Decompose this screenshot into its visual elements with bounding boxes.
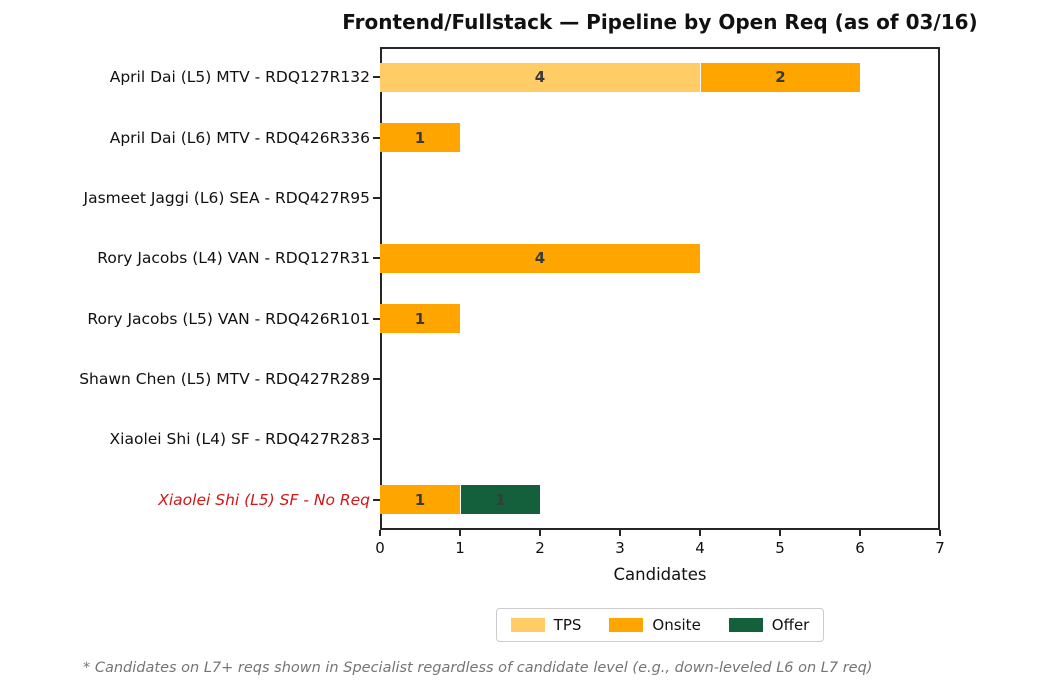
y-axis-tick [373, 136, 380, 139]
x-axis-tick [619, 530, 621, 536]
bar-value-label: 4 [534, 249, 546, 268]
y-axis-tick [373, 317, 380, 320]
bar-value-label: 1 [414, 490, 426, 509]
y-axis-tick [373, 257, 380, 260]
chart-title: Frontend/Fullstack — Pipeline by Open Re… [342, 10, 978, 34]
y-axis-tick [373, 438, 380, 441]
bar-segment-onsite: 1 [380, 123, 460, 153]
y-axis-label: Shawn Chen (L5) MTV - RDQ427R289 [79, 370, 370, 389]
y-axis-tick [373, 378, 380, 381]
y-axis-label: Jasmeet Jaggi (L6) SEA - RDQ427R95 [83, 188, 371, 207]
x-axis-tick-label: 1 [455, 539, 465, 557]
legend-swatch-offer [728, 618, 763, 632]
legend: TPS Onsite Offer [380, 608, 940, 642]
plot-area [380, 47, 940, 530]
bar-segment-onsite: 2 [700, 62, 860, 92]
y-axis-label: Rory Jacobs (L5) VAN - RDQ426R101 [87, 309, 370, 328]
bar-segment-onsite: 1 [380, 304, 460, 334]
x-axis-tick [459, 530, 461, 536]
legend-label: Onsite [652, 616, 701, 634]
bar-segment-offer: 1 [460, 485, 540, 515]
legend-box: TPS Onsite Offer [495, 608, 825, 642]
legend-item-offer: Offer [728, 616, 810, 634]
bar-value-label: 4 [534, 68, 546, 87]
legend-label: Offer [771, 616, 810, 634]
x-axis-tick [939, 530, 941, 536]
x-axis-tick [699, 530, 701, 536]
x-axis-tick [379, 530, 381, 536]
y-axis-tick [373, 76, 380, 79]
bar-value-label: 1 [414, 309, 426, 328]
legend-swatch-tps [510, 618, 545, 632]
y-axis-label: April Dai (L5) MTV - RDQ127R132 [109, 68, 370, 87]
bar-value-label: 2 [775, 68, 786, 87]
legend-item-tps: TPS [510, 616, 582, 634]
bar-segment-onsite: 4 [380, 243, 700, 273]
x-axis-tick [539, 530, 541, 536]
x-axis-tick-label: 4 [695, 539, 705, 557]
x-axis-label: Candidates [613, 565, 707, 584]
x-axis-tick-label: 6 [855, 539, 865, 557]
y-axis-label: Xiaolei Shi (L5) SF - No Req [158, 490, 370, 509]
y-axis-tick [373, 196, 380, 199]
y-axis-label: Rory Jacobs (L4) VAN - RDQ127R31 [97, 249, 370, 268]
bar-value-label: 1 [495, 490, 506, 509]
x-axis-tick-label: 2 [535, 539, 545, 557]
x-axis-tick [779, 530, 781, 536]
legend-label: TPS [553, 616, 582, 634]
bar-segment-tps: 4 [380, 62, 700, 92]
footnote: * Candidates on L7+ reqs shown in Specia… [83, 660, 873, 676]
y-axis-label: Xiaolei Shi (L4) SF - RDQ427R283 [109, 430, 370, 449]
y-axis-label: April Dai (L6) MTV - RDQ426R336 [109, 128, 370, 147]
x-axis-tick-label: 0 [375, 539, 385, 557]
x-axis-tick-label: 3 [615, 539, 625, 557]
bar-value-label: 1 [414, 128, 426, 147]
legend-item-onsite: Onsite [609, 616, 701, 634]
y-axis-tick [373, 498, 380, 501]
x-axis-tick-label: 5 [775, 539, 785, 557]
x-axis-tick-label: 7 [935, 539, 945, 557]
bar-segment-onsite: 1 [380, 485, 460, 515]
x-axis-tick [859, 530, 861, 536]
legend-swatch-onsite [609, 618, 644, 632]
